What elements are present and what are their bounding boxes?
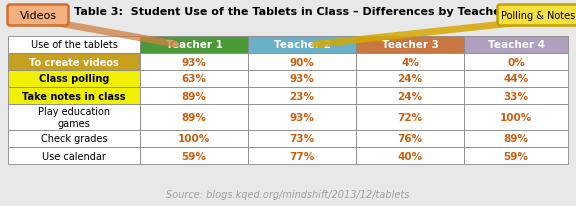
- Bar: [356, 130, 464, 147]
- Text: Table 3:  Student Use of the Tablets in Class – Differences by Teacher: Table 3: Student Use of the Tablets in C…: [74, 7, 506, 17]
- Text: 76%: 76%: [397, 134, 423, 144]
- Bar: [356, 54, 464, 71]
- Text: Check grades: Check grades: [41, 134, 107, 144]
- Text: Source: blogs.kqed.org/mindshift/2013/12/tablets: Source: blogs.kqed.org/mindshift/2013/12…: [166, 189, 410, 199]
- Bar: [140, 37, 248, 54]
- Text: To create videos: To create videos: [29, 57, 119, 67]
- Text: Teacher 2: Teacher 2: [274, 40, 331, 50]
- Text: 89%: 89%: [181, 91, 206, 101]
- FancyBboxPatch shape: [498, 6, 576, 26]
- Bar: [464, 88, 568, 104]
- Text: Videos: Videos: [20, 11, 56, 21]
- Bar: [140, 71, 248, 88]
- Bar: [8, 88, 140, 104]
- Bar: [248, 147, 356, 164]
- Text: 40%: 40%: [397, 151, 423, 161]
- Bar: [140, 130, 248, 147]
- Text: 24%: 24%: [397, 91, 423, 101]
- Text: 93%: 93%: [290, 74, 314, 84]
- Bar: [356, 37, 464, 54]
- Bar: [248, 54, 356, 71]
- Text: 33%: 33%: [503, 91, 529, 101]
- Text: 59%: 59%: [503, 151, 528, 161]
- Bar: [8, 54, 140, 71]
- Text: Polling & Notes: Polling & Notes: [501, 11, 575, 21]
- Bar: [248, 37, 356, 54]
- Text: Use of the tablets: Use of the tablets: [31, 40, 118, 50]
- Text: 100%: 100%: [500, 112, 532, 122]
- Text: Teacher 4: Teacher 4: [487, 40, 544, 50]
- Text: 77%: 77%: [289, 151, 314, 161]
- Bar: [464, 104, 568, 130]
- Bar: [248, 88, 356, 104]
- Bar: [140, 88, 248, 104]
- Text: 93%: 93%: [181, 57, 206, 67]
- Text: 59%: 59%: [181, 151, 206, 161]
- Bar: [8, 147, 140, 164]
- Text: 63%: 63%: [181, 74, 207, 84]
- Bar: [356, 88, 464, 104]
- Text: 4%: 4%: [401, 57, 419, 67]
- Bar: [248, 71, 356, 88]
- Text: Play education
games: Play education games: [38, 107, 110, 128]
- Text: 73%: 73%: [289, 134, 314, 144]
- Bar: [356, 104, 464, 130]
- Text: Teacher 1: Teacher 1: [165, 40, 222, 50]
- Text: 23%: 23%: [290, 91, 314, 101]
- Text: 24%: 24%: [397, 74, 423, 84]
- FancyBboxPatch shape: [7, 6, 69, 26]
- Text: Class polling: Class polling: [39, 74, 109, 84]
- Text: 100%: 100%: [178, 134, 210, 144]
- Text: Use calendar: Use calendar: [42, 151, 106, 161]
- Text: 44%: 44%: [503, 74, 529, 84]
- Bar: [464, 147, 568, 164]
- Bar: [356, 147, 464, 164]
- Bar: [464, 71, 568, 88]
- Bar: [464, 130, 568, 147]
- Bar: [8, 37, 140, 54]
- Bar: [356, 71, 464, 88]
- Bar: [140, 104, 248, 130]
- Bar: [464, 54, 568, 71]
- Bar: [248, 130, 356, 147]
- Text: Take notes in class: Take notes in class: [22, 91, 126, 101]
- Bar: [464, 37, 568, 54]
- Text: 93%: 93%: [290, 112, 314, 122]
- Bar: [140, 147, 248, 164]
- Text: 72%: 72%: [397, 112, 423, 122]
- Bar: [140, 54, 248, 71]
- Bar: [248, 104, 356, 130]
- Text: 89%: 89%: [181, 112, 206, 122]
- Text: Teacher 3: Teacher 3: [381, 40, 438, 50]
- Text: 0%: 0%: [507, 57, 525, 67]
- Text: 90%: 90%: [290, 57, 314, 67]
- Text: 89%: 89%: [503, 134, 528, 144]
- Bar: [8, 130, 140, 147]
- Bar: [8, 71, 140, 88]
- Bar: [8, 104, 140, 130]
